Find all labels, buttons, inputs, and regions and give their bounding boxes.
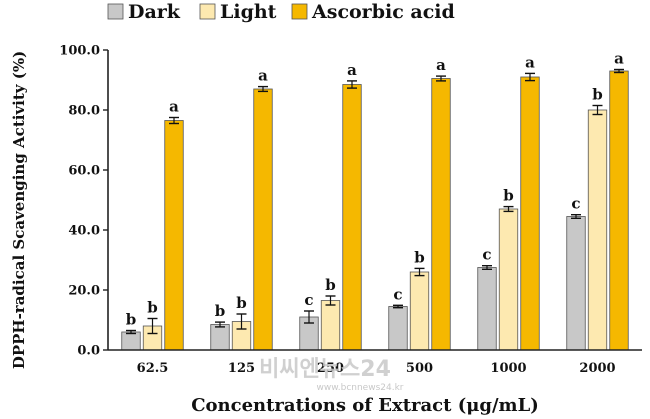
- y-tick-label: 0.0: [77, 344, 100, 359]
- significance-label: a: [525, 53, 535, 71]
- x-tick-label: 250: [317, 361, 344, 376]
- significance-label: a: [614, 50, 624, 68]
- watermark-subtext: www.bcnnews24.kr: [317, 383, 404, 393]
- x-tick-label: 1000: [490, 361, 526, 376]
- y-axis: 0.0 20.0 40.0 60.0 80.0 100.0: [59, 44, 109, 359]
- legend-swatch: [107, 3, 124, 20]
- legend-swatch: [199, 3, 216, 20]
- bar: [477, 267, 497, 351]
- bar: [210, 324, 230, 351]
- significance-label: b: [414, 248, 425, 266]
- significance-label: c: [304, 291, 313, 309]
- bar: [520, 76, 540, 351]
- bar: [566, 216, 586, 351]
- bar: [409, 271, 430, 351]
- bar: [320, 300, 341, 351]
- legend-swatch: [291, 3, 308, 20]
- significance-label: b: [126, 311, 137, 329]
- legend-label: Ascorbic acid: [311, 1, 455, 23]
- bar: [253, 88, 273, 351]
- bar: [388, 306, 408, 351]
- bar: [164, 120, 184, 351]
- bar: [431, 78, 451, 351]
- watermark-text: 비씨엔뉴스24: [259, 357, 391, 382]
- legend-label: Light: [220, 1, 277, 23]
- y-tick-label: 80.0: [68, 104, 100, 119]
- legend: Dark Light Ascorbic acid: [107, 1, 455, 23]
- significance-label: a: [436, 56, 446, 74]
- significance-label: a: [347, 61, 357, 79]
- x-axis-title: Concentrations of Extract (μg/mL): [191, 395, 539, 416]
- bar: [121, 331, 141, 351]
- significance-label: b: [592, 86, 603, 104]
- significance-label: b: [215, 302, 226, 320]
- y-axis-title: DPPH-radical Scavenging Activity (%): [10, 51, 28, 369]
- y-tick-label: 60.0: [68, 164, 100, 179]
- y-tick-label: 100.0: [59, 44, 100, 59]
- y-tick-label: 20.0: [68, 284, 100, 299]
- y-tick-label: 40.0: [68, 224, 100, 239]
- significance-label: b: [147, 299, 158, 317]
- significance-label: b: [236, 294, 247, 312]
- bar: [609, 70, 629, 351]
- bar: [342, 84, 362, 351]
- significance-label: a: [258, 67, 268, 85]
- x-axis: 62.5 125 250 500 1000 2000: [108, 349, 642, 376]
- x-tick-label: 62.5: [137, 361, 169, 376]
- significance-label: c: [571, 195, 580, 213]
- significance-label: a: [169, 98, 179, 116]
- bar: [498, 208, 519, 351]
- x-tick-label: 500: [406, 361, 433, 376]
- significance-label: b: [325, 276, 336, 294]
- x-tick-label: 2000: [579, 361, 615, 376]
- legend-label: Dark: [128, 1, 181, 23]
- significance-label: c: [482, 246, 491, 264]
- bar: [587, 109, 608, 351]
- x-tick-label: 125: [228, 361, 255, 376]
- significance-label: c: [393, 285, 402, 303]
- watermark: 비씨엔뉴스24 www.bcnnews24.kr: [259, 357, 404, 393]
- significance-label: b: [503, 187, 514, 205]
